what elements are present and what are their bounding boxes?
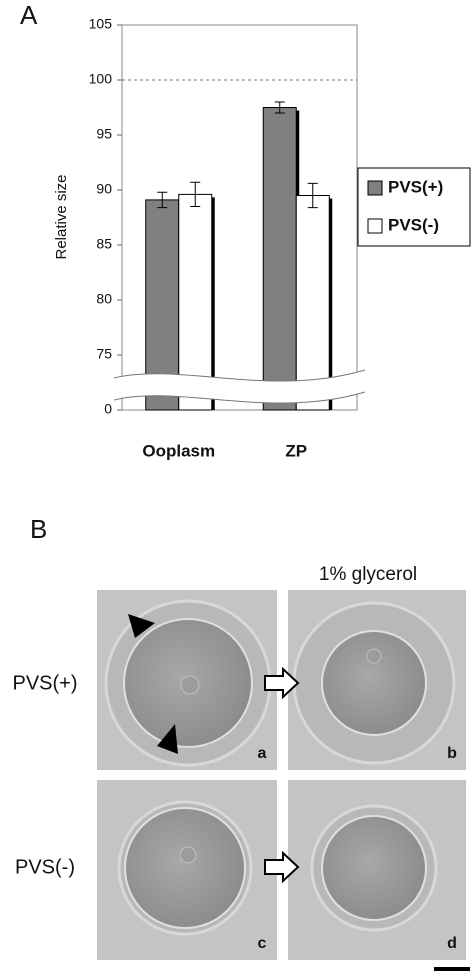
image-letter: d: [447, 935, 457, 952]
panel-label: A: [20, 0, 38, 30]
image-letter: a: [258, 745, 267, 762]
axis-break: [114, 370, 365, 404]
y-tick-label: 85: [96, 236, 112, 252]
image: [288, 590, 466, 770]
y-tick-label: 0: [104, 401, 112, 417]
image-letter: b: [447, 745, 457, 762]
y-tick-label: 75: [96, 346, 112, 362]
y-tick-label: 90: [96, 181, 112, 197]
arrow: [264, 850, 300, 884]
y-tick-label: 95: [96, 126, 112, 142]
condition-label: 1% glycerol: [319, 564, 417, 585]
arrow: [264, 666, 300, 700]
image: [97, 590, 277, 770]
image-letter: c: [258, 935, 267, 952]
error-bar: [274, 101, 285, 114]
row-label: PVS(-): [15, 856, 75, 878]
bar: [295, 195, 330, 411]
legend-label: PVS(+): [388, 177, 443, 196]
axis-break-edge: [113, 369, 366, 404]
x-tick-label: Ooplasm: [142, 441, 215, 460]
x-tick-label: ZP: [285, 441, 307, 460]
bar: [262, 107, 297, 411]
scale-bar: [434, 967, 470, 971]
y-tick-label: 80: [96, 291, 112, 307]
image: [97, 780, 277, 960]
y-axis-label: Relative size: [53, 174, 70, 259]
panel-label: B: [30, 514, 47, 544]
image: [288, 780, 466, 960]
legend-label: PVS(-): [388, 215, 439, 234]
error-bar: [307, 182, 318, 209]
legend: PVS(+) PVS(-): [357, 167, 471, 247]
y-tick-label: 100: [89, 71, 113, 87]
legend-swatch: [367, 180, 383, 196]
error-bar: [190, 181, 201, 207]
y-tick-label: 105: [89, 16, 113, 32]
micrographs: a b c d: [97, 590, 470, 971]
row-label: PVS(+): [12, 672, 77, 694]
error-bar: [157, 191, 168, 209]
legend-swatch: [367, 218, 383, 234]
